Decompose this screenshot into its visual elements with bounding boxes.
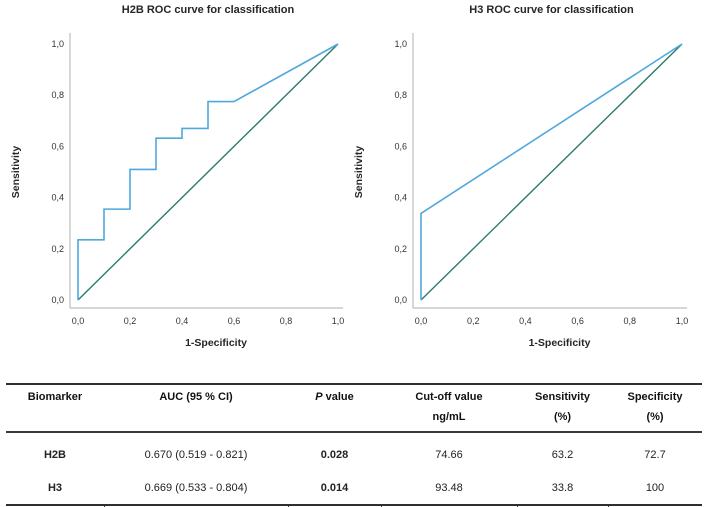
y-tick-label: 0,8 xyxy=(51,90,64,100)
y-tick-label: 1,0 xyxy=(51,39,64,49)
y-tick-label: 0,4 xyxy=(394,193,407,203)
axis-line xyxy=(412,33,687,309)
cell-specificity: 72.7 xyxy=(644,448,666,461)
cell-cutoff: 93.48 xyxy=(435,481,463,494)
header-sensitivity: Sensitivity (%) xyxy=(517,387,608,427)
y-tick-label: 0,2 xyxy=(51,244,64,254)
cell-p-value: 0.014 xyxy=(320,481,349,494)
x-tick-label: 0,0 xyxy=(415,316,428,326)
x-tick-label: 0,2 xyxy=(467,316,480,326)
header-auc: AUC (95 % CI) xyxy=(104,387,288,427)
cell-sensitivity: 63.2 xyxy=(551,448,574,461)
header-unit: ng/mL xyxy=(432,411,466,423)
x-tick-label: 0,8 xyxy=(624,316,637,326)
x-axis-title: 1-Specificity xyxy=(185,337,247,349)
table-header-row: Biomarker AUC (95 % CI) P value Cut-off … xyxy=(6,385,702,431)
x-tick-label: 1,0 xyxy=(332,316,345,326)
cell-biomarker: H2B xyxy=(43,448,66,461)
h2b-roc-chart: 0,0 0,2 0,4 0,6 0,8 1,0 0,0 0,2 0,4 0,6 0,8 1,0 H2B … xyxy=(10,4,345,349)
table-top-rule xyxy=(6,383,702,385)
y-axis-title: Sensitivity xyxy=(354,146,365,199)
cell-p-value: 0.028 xyxy=(320,448,349,461)
roc-curve-line xyxy=(420,43,683,300)
table-header-rule xyxy=(6,431,702,433)
cell-cutoff: 74.66 xyxy=(435,448,463,461)
header-label: P value xyxy=(288,387,381,407)
y-tick-label: 0,6 xyxy=(394,141,407,151)
column-divider-tick xyxy=(608,505,609,507)
cell-biomarker: H3 xyxy=(47,481,63,494)
header-biomarker: Biomarker xyxy=(6,387,104,427)
y-tick-label: 0,0 xyxy=(394,295,407,305)
x-tick-label: 0,4 xyxy=(176,316,189,326)
column-divider-tick xyxy=(104,505,105,507)
header-label: Biomarker xyxy=(27,391,83,403)
cell-sensitivity: 33.8 xyxy=(551,481,574,494)
x-tick-label: 0,2 xyxy=(124,316,137,326)
header-label: AUC (95 % CI) xyxy=(159,391,233,403)
cell-auc: 0.670 (0.519 - 0.821) xyxy=(144,448,248,461)
y-tick-label: 1,0 xyxy=(394,39,407,49)
h3-roc-chart: 0,0 0,2 0,4 0,6 0,8 1,0 0,0 0,2 0,4 0,6 0,8 1,0 H3 R… xyxy=(354,4,689,349)
header-label: Sensitivity xyxy=(534,391,591,403)
y-tick-label: 0,0 xyxy=(51,295,64,305)
header-unit: (%) xyxy=(646,411,664,423)
reference-line xyxy=(420,43,683,301)
x-tick-label: 0,0 xyxy=(72,316,85,326)
cell-auc: 0.669 (0.533 - 0.804) xyxy=(144,481,248,494)
y-tick-label: 0,4 xyxy=(51,193,64,203)
header-cutoff: Cut-off value ng/mL xyxy=(381,387,517,427)
x-axis-title: 1-Specificity xyxy=(529,337,591,349)
header-specificity: Specificity (%) xyxy=(608,387,702,427)
column-divider-tick xyxy=(288,505,289,507)
results-table: Biomarker AUC (95 % CI) P value Cut-off … xyxy=(6,383,702,507)
header-p-value: P value xyxy=(288,387,381,427)
x-tick-label: 0,6 xyxy=(228,316,241,326)
p-italic: P xyxy=(315,391,323,403)
header-label: Specificity xyxy=(627,391,683,403)
column-divider-tick xyxy=(517,505,518,507)
table-row-h2b: H2B 0.670 (0.519 - 0.821) 0.028 74.66 63… xyxy=(6,433,702,462)
y-tick-label: 0,6 xyxy=(51,141,64,151)
column-divider-tick xyxy=(381,505,382,507)
x-tick-label: 1,0 xyxy=(676,316,689,326)
roc-curve-line xyxy=(77,43,339,300)
reference-line xyxy=(77,43,339,301)
x-tick-label: 0,6 xyxy=(571,316,584,326)
chart-title: H3 ROC curve for classification xyxy=(469,4,634,16)
y-tick-label: 0,8 xyxy=(394,90,407,100)
x-tick-label: 0,4 xyxy=(519,316,532,326)
axis-line xyxy=(69,33,343,309)
y-tick-label: 0,2 xyxy=(394,244,407,254)
cell-specificity: 100 xyxy=(645,481,665,494)
header-unit: (%) xyxy=(553,411,572,423)
x-tick-label: 0,8 xyxy=(280,316,293,326)
table-bottom-rule xyxy=(6,503,702,507)
p-rest: value xyxy=(322,391,354,403)
chart-title: H2B ROC curve for classification xyxy=(122,4,295,16)
roc-charts-panel: 0,0 0,2 0,4 0,6 0,8 1,0 0,0 0,2 0,4 0,6 0,8 1,0 H2B … xyxy=(10,4,689,349)
header-label: Cut-off value xyxy=(415,391,483,403)
table-row-h3: H3 0.669 (0.533 - 0.804) 0.014 93.48 33.… xyxy=(6,462,702,504)
y-axis-title: Sensitivity xyxy=(10,146,22,199)
